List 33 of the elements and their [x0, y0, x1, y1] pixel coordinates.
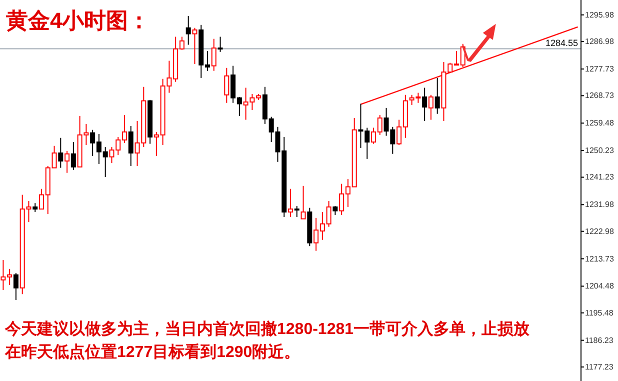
- y-tick-label: 1295.98: [585, 10, 614, 20]
- candlestick: [294, 206, 300, 218]
- candlestick: [70, 142, 76, 170]
- ref-line-label: 1284.55: [545, 38, 578, 48]
- y-tick-label: 1195.48: [585, 308, 614, 318]
- candlestick: [64, 150, 70, 174]
- y-tick-label: 1241.23: [585, 172, 614, 182]
- y-tick-label: 1286.98: [585, 37, 614, 46]
- y-tick-label: 1222.98: [585, 226, 614, 236]
- y-tick-label: 1268.73: [585, 91, 614, 100]
- candlestick: [300, 185, 306, 220]
- y-tick-label: 1250.23: [585, 146, 614, 156]
- candlestick: [428, 94, 434, 120]
- candlestick: [13, 272, 18, 301]
- y-tick-label: 1177.23: [585, 362, 614, 372]
- y-tick-label: 1277.73: [585, 64, 614, 74]
- candlestick: [218, 36, 223, 52]
- candlestick: [224, 67, 230, 104]
- candlestick: [128, 126, 134, 167]
- candlestick: [422, 87, 428, 122]
- candlestick: [434, 77, 440, 114]
- y-tick-label: 1259.48: [585, 118, 614, 128]
- y-tick-label: 1213.73: [585, 254, 614, 264]
- candlestick: [211, 38, 216, 72]
- candlestick: [288, 188, 293, 218]
- y-tick-label: 1204.48: [585, 282, 614, 291]
- y-tick-label: 1231.98: [585, 200, 614, 210]
- y-tick-label: 1186.23: [585, 336, 614, 345]
- annotation: 今天建议以做多为主，当日内首次回撤1280-1281一带可介入多单，止损放在昨天低点位置1277目标看到1290附近。: [5, 319, 531, 363]
- candlestick: [186, 16, 191, 46]
- chart-title: 黄金4小时图：: [6, 7, 150, 35]
- candlestick: [58, 137, 64, 168]
- candlestick: [192, 27, 198, 65]
